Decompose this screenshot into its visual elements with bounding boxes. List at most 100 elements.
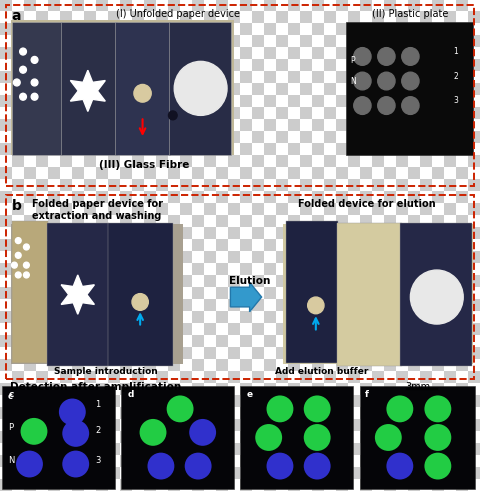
- Circle shape: [15, 272, 21, 278]
- Circle shape: [15, 252, 21, 258]
- Bar: [108, 23, 120, 35]
- Text: N: N: [350, 77, 356, 85]
- Bar: [360, 179, 372, 191]
- Bar: [120, 239, 132, 251]
- Bar: [384, 323, 396, 335]
- Bar: [252, 35, 264, 47]
- Bar: [444, 191, 456, 203]
- Bar: [228, 431, 240, 443]
- Bar: [384, 347, 396, 359]
- Bar: [324, 131, 336, 143]
- Bar: [84, 23, 96, 35]
- Bar: [120, 479, 132, 491]
- Bar: [168, 299, 180, 311]
- Bar: [312, 383, 324, 395]
- Bar: [144, 47, 156, 59]
- Bar: [312, 35, 324, 47]
- Bar: [144, 287, 156, 299]
- Bar: [288, 215, 300, 227]
- Bar: [408, 335, 420, 347]
- Bar: [180, 371, 192, 383]
- Bar: [228, 383, 240, 395]
- Bar: [108, 107, 120, 119]
- Bar: [72, 239, 84, 251]
- Bar: [264, 71, 276, 83]
- Bar: [300, 191, 312, 203]
- Bar: [192, 335, 204, 347]
- Bar: [12, 311, 24, 323]
- Bar: [360, 443, 372, 455]
- Bar: [288, 311, 300, 323]
- Bar: [180, 59, 192, 71]
- Bar: [120, 287, 132, 299]
- Text: (II) Plastic plate: (II) Plastic plate: [372, 9, 449, 19]
- Text: Elution: Elution: [229, 276, 270, 286]
- Circle shape: [24, 272, 29, 278]
- Bar: [192, 251, 204, 263]
- Bar: [48, 299, 60, 311]
- Bar: [360, 251, 372, 263]
- Bar: [120, 263, 132, 275]
- Bar: [120, 107, 132, 119]
- Bar: [48, 287, 60, 299]
- Bar: [384, 251, 396, 263]
- Bar: [276, 71, 288, 83]
- Bar: [216, 167, 228, 179]
- Bar: [264, 467, 276, 479]
- Bar: [384, 479, 396, 491]
- Bar: [264, 347, 276, 359]
- Bar: [132, 239, 144, 251]
- Bar: [384, 419, 396, 431]
- Bar: [384, 95, 396, 107]
- Bar: [192, 35, 204, 47]
- Bar: [0, 299, 12, 311]
- Bar: [372, 119, 384, 131]
- Bar: [132, 251, 144, 263]
- Bar: [48, 47, 60, 59]
- Bar: [12, 443, 24, 455]
- Bar: [36, 407, 48, 419]
- Bar: [216, 227, 228, 239]
- Bar: [432, 131, 444, 143]
- Bar: [396, 227, 408, 239]
- Bar: [408, 11, 420, 23]
- Bar: [132, 83, 144, 95]
- Bar: [216, 95, 228, 107]
- Bar: [432, 23, 444, 35]
- Bar: [12, 107, 24, 119]
- Bar: [276, 347, 288, 359]
- Bar: [384, 407, 396, 419]
- Ellipse shape: [140, 419, 167, 446]
- Bar: [240, 275, 252, 287]
- Bar: [276, 239, 288, 251]
- Bar: [276, 287, 288, 299]
- Bar: [48, 71, 60, 83]
- Bar: [60, 71, 72, 83]
- Bar: [204, 215, 216, 227]
- Bar: [84, 107, 96, 119]
- Bar: [252, 119, 264, 131]
- Bar: [396, 59, 408, 71]
- Bar: [372, 419, 384, 431]
- Bar: [312, 83, 324, 95]
- Bar: [192, 227, 204, 239]
- Bar: [192, 47, 204, 59]
- Text: Folded device for elution: Folded device for elution: [298, 199, 435, 209]
- Bar: [84, 299, 96, 311]
- Bar: [60, 383, 72, 395]
- Bar: [300, 347, 312, 359]
- Bar: [444, 131, 456, 143]
- Bar: [216, 119, 228, 131]
- Bar: [432, 155, 444, 167]
- Bar: [420, 95, 432, 107]
- Bar: [72, 383, 84, 395]
- Bar: [408, 239, 420, 251]
- Bar: [456, 371, 468, 383]
- Bar: [216, 11, 228, 23]
- Bar: [144, 227, 156, 239]
- Bar: [132, 95, 144, 107]
- Bar: [120, 167, 132, 179]
- Bar: [432, 287, 444, 299]
- Bar: [444, 263, 456, 275]
- Bar: [216, 311, 228, 323]
